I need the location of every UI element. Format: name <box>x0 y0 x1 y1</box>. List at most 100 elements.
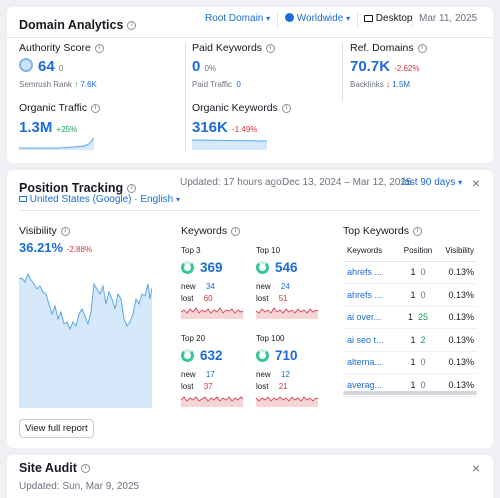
close-icon[interactable]: × <box>472 175 481 191</box>
top-100-label: Top 100 <box>256 334 285 343</box>
position-cell: 1 25 <box>395 306 441 329</box>
visibility-cell: 0.13% <box>441 373 477 397</box>
info-icon[interactable]: i <box>412 226 422 236</box>
column-header-position[interactable]: Position <box>395 241 441 262</box>
top-3-label: Top 3 <box>181 246 201 255</box>
table-row: ai over... 1 25 0.13% <box>343 306 477 329</box>
visibility-label: Visibility i <box>19 225 70 237</box>
position-cell: 1 0 <box>395 351 441 374</box>
top-3-value[interactable]: 369 <box>200 260 223 275</box>
top-20-label: Top 20 <box>181 334 206 343</box>
top-keywords-table: Keywords Position Visibility ahrefs ... … <box>343 241 477 397</box>
paid-keywords-label: Paid Keywords i <box>192 42 276 54</box>
chevron-down-icon: ▾ <box>175 195 180 204</box>
period-select[interactable]: last 90 days ▾ <box>402 177 463 188</box>
donut-chart-icon <box>181 261 194 274</box>
position-tracking-title: Position Tracking i <box>19 181 137 195</box>
visibility-value[interactable]: 36.21% -2.88% <box>19 240 93 255</box>
info-icon[interactable]: i <box>94 43 104 53</box>
top-100-new: new 12 <box>256 370 290 379</box>
arrow-up-icon: ↑ <box>74 80 79 89</box>
keyword-link[interactable]: ai seo t... <box>343 328 395 352</box>
info-icon[interactable]: i <box>127 21 137 31</box>
device-label: Desktop <box>364 13 412 24</box>
domain-analytics-title: Domain Analytics i <box>19 18 137 32</box>
database-select[interactable]: Root Domain ▾ <box>205 13 271 24</box>
keywords-label: Keywords i <box>181 225 241 237</box>
table-row: alterna... 1 0 0.13% <box>343 351 477 374</box>
desktop-icon <box>364 15 373 22</box>
info-icon[interactable]: i <box>91 103 101 113</box>
authority-score-icon <box>19 58 33 72</box>
backlinks: Backlinks ↓ 1.5M <box>350 80 411 89</box>
semrush-rank: Semrush Rank ↑ 7.6K <box>19 80 97 89</box>
organic-traffic-value[interactable]: 1.3M +25% <box>19 119 78 136</box>
ref-domains-value[interactable]: 70.7K -2.62% <box>350 58 420 75</box>
keyword-link[interactable]: alterna... <box>343 351 395 374</box>
top-100-value[interactable]: 710 <box>275 348 298 363</box>
position-cell: 1 0 <box>395 283 441 307</box>
donut-chart-icon <box>256 261 269 274</box>
top-keywords-label: Top Keywords i <box>343 225 422 237</box>
organic-traffic-sparkline <box>19 137 94 150</box>
keyword-link[interactable]: averag... <box>343 373 395 397</box>
top-20-lost: lost 37 <box>181 382 213 391</box>
domain-analytics-card: Domain Analytics i Root Domain ▾ Worldwid… <box>7 7 493 163</box>
desktop-icon <box>19 196 27 202</box>
visibility-cell: 0.13% <box>441 351 477 374</box>
keyword-link[interactable]: ahrefs ... <box>343 283 395 307</box>
keyword-link[interactable]: ahrefs ... <box>343 261 395 284</box>
table-row: ahrefs ... 1 0 0.13% <box>343 261 477 284</box>
top-10-sparkline <box>256 307 318 319</box>
organic-keywords-label: Organic Keywords i <box>192 102 291 114</box>
paid-traffic: Paid Traffic 0 <box>192 80 241 89</box>
top-3-new: new 34 <box>181 282 215 291</box>
site-audit-updated: Updated: Sun, Mar 9, 2025 <box>19 481 140 492</box>
info-icon[interactable]: i <box>231 226 241 236</box>
info-icon[interactable]: i <box>266 43 276 53</box>
position-cell: 1 2 <box>395 328 441 352</box>
info-icon[interactable]: i <box>60 226 70 236</box>
chevron-down-icon: ▾ <box>458 178 463 187</box>
organic-traffic-label: Organic Traffic i <box>19 102 101 114</box>
table-header-row: Keywords Position Visibility <box>343 241 477 262</box>
info-icon[interactable]: i <box>80 464 90 474</box>
top-10-new: new 24 <box>256 282 290 291</box>
top-20-sparkline <box>181 396 243 407</box>
organic-keywords-sparkline <box>192 139 267 150</box>
info-icon[interactable]: i <box>417 43 427 53</box>
keyword-link[interactable]: ai over... <box>343 306 395 329</box>
date-label: Mar 11, 2025 <box>419 13 478 24</box>
location-select[interactable]: United States (Google) · English ▾ <box>19 194 180 205</box>
organic-keywords-value[interactable]: 316K -1.49% <box>192 119 258 136</box>
authority-score-value[interactable]: 64 0 <box>38 58 64 75</box>
visibility-cell: 0.13% <box>441 306 477 329</box>
chevron-down-icon: ▾ <box>346 14 351 23</box>
ref-domains-label: Ref. Domains i <box>350 42 427 54</box>
top-20-value[interactable]: 632 <box>200 348 223 363</box>
donut-chart-icon <box>256 349 269 362</box>
column-header-visibility[interactable]: Visibility <box>441 241 477 262</box>
info-icon[interactable]: i <box>127 184 137 194</box>
close-icon[interactable]: × <box>472 460 481 476</box>
visibility-cell: 0.13% <box>441 283 477 307</box>
position-cell: 1 0 <box>395 373 441 397</box>
paid-keywords-value[interactable]: 0 0% <box>192 58 217 75</box>
table-row: ahrefs ... 1 0 0.13% <box>343 283 477 307</box>
donut-chart-icon <box>181 349 194 362</box>
top-10-value[interactable]: 546 <box>275 260 298 275</box>
visibility-chart <box>19 272 152 408</box>
top-3-lost: lost 60 <box>181 294 213 303</box>
site-audit-title: Site Audit i <box>19 461 90 475</box>
view-full-report-button[interactable]: View full report <box>19 419 94 438</box>
top-10-lost: lost 51 <box>256 294 288 303</box>
info-icon[interactable]: i <box>281 103 291 113</box>
region-select[interactable]: Worldwide ▾ <box>285 13 350 24</box>
arrow-down-icon: ↓ <box>386 80 391 89</box>
top-20-new: new 17 <box>181 370 215 379</box>
position-tracking-card: Position Tracking i Updated: 17 hours ago… <box>7 170 493 448</box>
globe-icon <box>285 13 294 22</box>
column-header-keywords[interactable]: Keywords <box>343 241 395 262</box>
table-scrollbar[interactable] <box>343 391 477 395</box>
top-10-label: Top 10 <box>256 246 281 255</box>
